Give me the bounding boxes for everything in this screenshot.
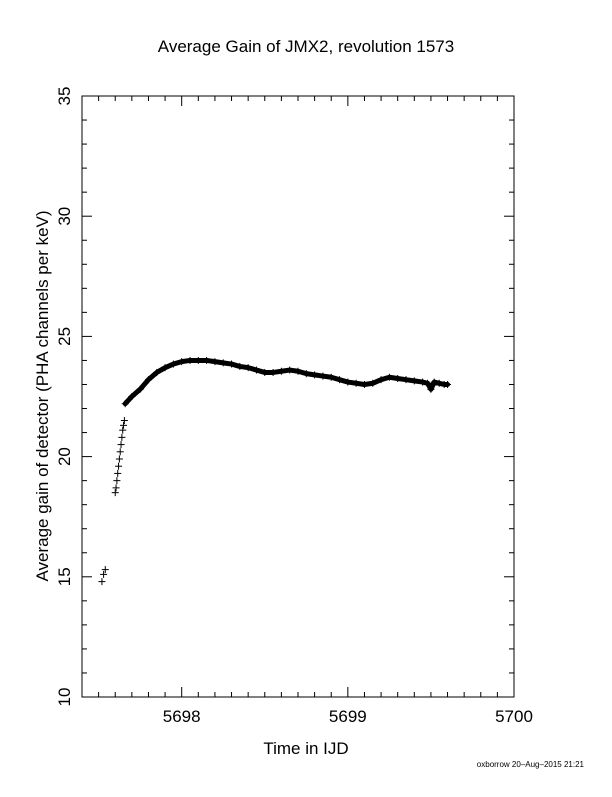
y-tick-label: 10 (55, 688, 74, 707)
data-point (111, 489, 119, 497)
data-point (112, 484, 120, 492)
x-axis-label: Time in IJD (263, 739, 348, 758)
x-tick-label: 5700 (495, 707, 533, 726)
data-point (120, 421, 128, 429)
x-tick-label: 5698 (163, 707, 201, 726)
y-tick-label: 30 (55, 207, 74, 226)
data-point (119, 426, 127, 434)
footer-credit: oxborrow 20–Aug–2015 21:21 (477, 760, 585, 769)
data-point (117, 441, 125, 449)
plot-frame (81, 95, 515, 698)
y-tick-label: 20 (55, 447, 74, 466)
axis-ticks (81, 95, 515, 698)
data-point (116, 448, 124, 456)
data-point (113, 477, 121, 485)
y-axis-label: Average gain of detector (PHA channels p… (33, 210, 52, 581)
data-point (120, 417, 128, 425)
x-tick-label: 5699 (329, 707, 367, 726)
x-tick-labels: 5698 5699 5700 (163, 707, 533, 726)
data-point (115, 462, 123, 470)
y-tick-label: 25 (55, 327, 74, 346)
data-point (115, 455, 123, 463)
chart-title: Average Gain of JMX2, revolution 1573 (158, 37, 454, 56)
data-point (100, 570, 108, 578)
data-points (98, 356, 452, 586)
y-tick-label: 15 (55, 567, 74, 586)
data-point (114, 469, 122, 477)
y-tick-label: 35 (55, 87, 74, 106)
data-point (118, 433, 126, 441)
data-point-band (122, 357, 451, 407)
data-point (98, 578, 106, 586)
y-tick-labels: 10 15 20 25 30 35 (55, 87, 74, 707)
data-point (101, 566, 109, 574)
